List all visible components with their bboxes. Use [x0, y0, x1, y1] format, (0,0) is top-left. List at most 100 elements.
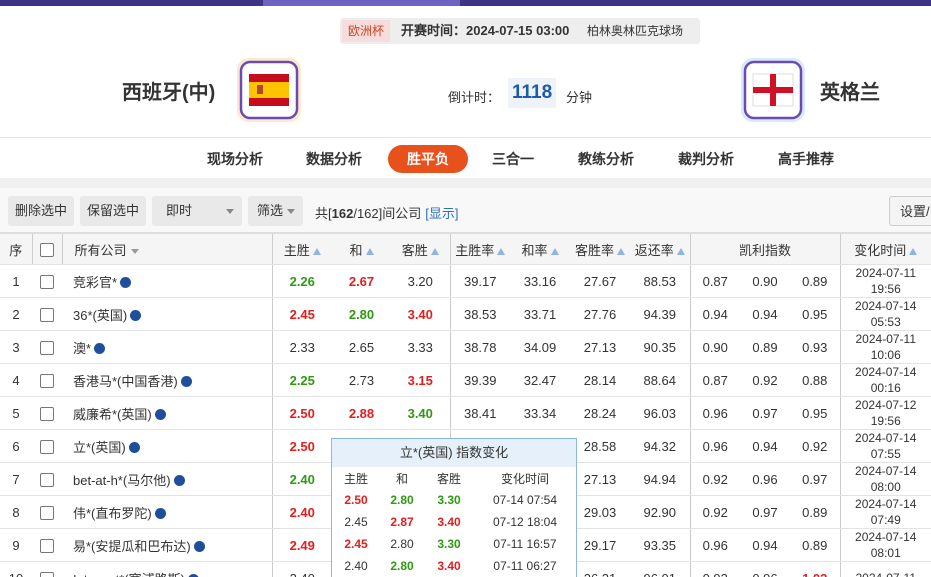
- company-cell: 竞彩官*: [62, 264, 272, 298]
- change-time: 2024-07-14 08:01: [839, 528, 931, 562]
- tab[interactable]: 裁判分析: [678, 151, 734, 167]
- kelly-cell: 0.96: [740, 561, 790, 577]
- odds-cell: 2.25: [271, 363, 332, 397]
- mode-select[interactable]: 即时: [152, 196, 242, 226]
- rate-cell: 88.64: [630, 363, 690, 397]
- odds-cell: 2.40: [271, 561, 332, 577]
- rate-cell: 96.03: [630, 396, 690, 430]
- header-row: 序 所有公司 主胜 和 客胜 主胜率 和率 客胜率 返还率 凯利指数 变化时间: [0, 233, 931, 265]
- rate-cell: 33.71: [510, 297, 570, 331]
- checkbox[interactable]: [40, 340, 54, 355]
- rate-cell: 26.21: [570, 561, 630, 577]
- checkbox[interactable]: [40, 242, 54, 257]
- tab[interactable]: 现场分析: [207, 151, 263, 167]
- kickoff: 2024-07-15 03:00: [466, 23, 570, 38]
- tab[interactable]: 胜平负: [388, 145, 468, 173]
- company: Interwet*(塞浦路斯): [73, 572, 185, 577]
- settings[interactable]: 设置/: [889, 196, 931, 226]
- header-label: 和率: [521, 242, 548, 258]
- rate-cell: 88.53: [630, 264, 690, 298]
- filter[interactable]: 筛选: [248, 196, 303, 226]
- rate-cell: 94.39: [630, 297, 690, 331]
- popup: 立*(英国) 指数变化 主胜和客胜 变化时间 2.50 2.80 3.30 07-14 0…: [331, 438, 577, 577]
- show-link[interactable]: [显示]: [425, 206, 459, 221]
- caret: [226, 209, 234, 214]
- kelly-cell: 0.95: [790, 396, 840, 430]
- kelly-cell: 0.90: [689, 330, 740, 364]
- kelly-cell: 0.89: [790, 495, 840, 529]
- column-header: 客胜: [391, 233, 450, 265]
- checkbox-cell: [32, 462, 62, 496]
- company: 伟*(直布罗陀): [73, 505, 152, 521]
- checkbox[interactable]: [40, 373, 54, 388]
- checkbox-cell: [32, 528, 62, 562]
- checkbox-cell: [32, 561, 62, 577]
- kelly-cell: 0.88: [790, 363, 840, 397]
- popup-table: 主胜和客胜 变化时间 2.50 2.80 3.30 07-14 07:54 2.45 2.87…: [332, 467, 576, 577]
- column-header: 主胜率: [449, 233, 510, 265]
- top-bar: [0, 0, 931, 6]
- popup-title: 立*(英国) 指数变化: [332, 439, 576, 467]
- popup-odds: 2.80: [390, 537, 414, 551]
- checkbox-cell: [32, 363, 62, 397]
- odds-cell: 2.67: [332, 264, 391, 298]
- change-time: 2024-07-11 10:06: [839, 330, 931, 364]
- checkbox[interactable]: [40, 505, 54, 520]
- button[interactable]: 删除选中: [8, 196, 74, 226]
- venue: 柏林奥林匹克球场: [587, 24, 684, 38]
- change-time: 2024-07-14 07:49: [839, 495, 931, 529]
- odds-cell: 2.80: [332, 297, 391, 331]
- rate-cell: 32.47: [510, 363, 570, 397]
- sort-icon: [365, 247, 374, 255]
- column-header: 客胜率: [570, 233, 630, 265]
- tab[interactable]: 数据分析: [306, 151, 362, 167]
- checkbox[interactable]: [40, 406, 54, 421]
- change-time: 2024-07-14 08:00: [839, 462, 931, 496]
- company: 36*(英国): [73, 307, 128, 323]
- odds-cell: 2.26: [271, 264, 332, 298]
- divider: [0, 137, 931, 138]
- popup-time: 07-11 06:27: [493, 559, 557, 573]
- checkbox[interactable]: [40, 439, 54, 454]
- rate-cell: 33.34: [510, 396, 570, 430]
- header-label: 凯利指数: [738, 242, 791, 258]
- row-index: 6: [0, 429, 32, 463]
- change-time: 2024-07-14 07:55: [839, 429, 931, 463]
- change-time: 2024-07-12 19:56: [839, 396, 931, 430]
- checkbox[interactable]: [40, 307, 54, 322]
- rate-cell: 28.24: [570, 396, 630, 430]
- company: 立*(英国): [73, 439, 126, 455]
- tab[interactable]: 高手推荐: [778, 151, 834, 167]
- popup-odds: 2.45: [344, 515, 368, 529]
- button[interactable]: 保留选中: [80, 196, 146, 226]
- odds-cell: 2.73: [332, 363, 391, 397]
- row-index: 10: [0, 561, 32, 577]
- company-cell: Interwet*(塞浦路斯): [62, 561, 272, 577]
- checkbox[interactable]: [40, 472, 54, 487]
- header-label: 主胜率: [455, 242, 495, 258]
- countdown-label: 倒计时：: [448, 90, 501, 105]
- kelly-cell: 0.94: [740, 429, 790, 463]
- column-header: 序: [0, 233, 32, 265]
- kelly-cell: 0.93: [790, 330, 840, 364]
- row-index: 7: [0, 462, 32, 496]
- kelly-cell: 0.89: [790, 264, 840, 298]
- column-header: 主胜: [271, 233, 332, 265]
- checkbox[interactable]: [40, 274, 54, 289]
- company: 澳*: [73, 340, 92, 356]
- kelly-cell: 0.94: [689, 297, 740, 331]
- tab[interactable]: 教练分析: [578, 151, 634, 167]
- tab[interactable]: 三合一: [492, 151, 534, 167]
- odds-cell: 2.40: [271, 495, 332, 529]
- away-team: 英格兰: [820, 82, 880, 104]
- checkbox[interactable]: [40, 538, 54, 553]
- table-row: 2 36*(英国) 2.45 2.80 3.40 38.53 33.71 27.76 94.39…: [0, 297, 931, 331]
- popup-row: 2.50 2.80 3.30 07-14 07:54: [332, 489, 576, 511]
- count-suffix: ]间公司: [378, 206, 422, 221]
- header-label: 返还率: [634, 242, 674, 258]
- checkbox[interactable]: [40, 571, 54, 577]
- company-cell: 威廉希*(英国): [62, 396, 272, 430]
- sort-icon: [312, 247, 321, 255]
- odds-cell: 2.40: [271, 462, 332, 496]
